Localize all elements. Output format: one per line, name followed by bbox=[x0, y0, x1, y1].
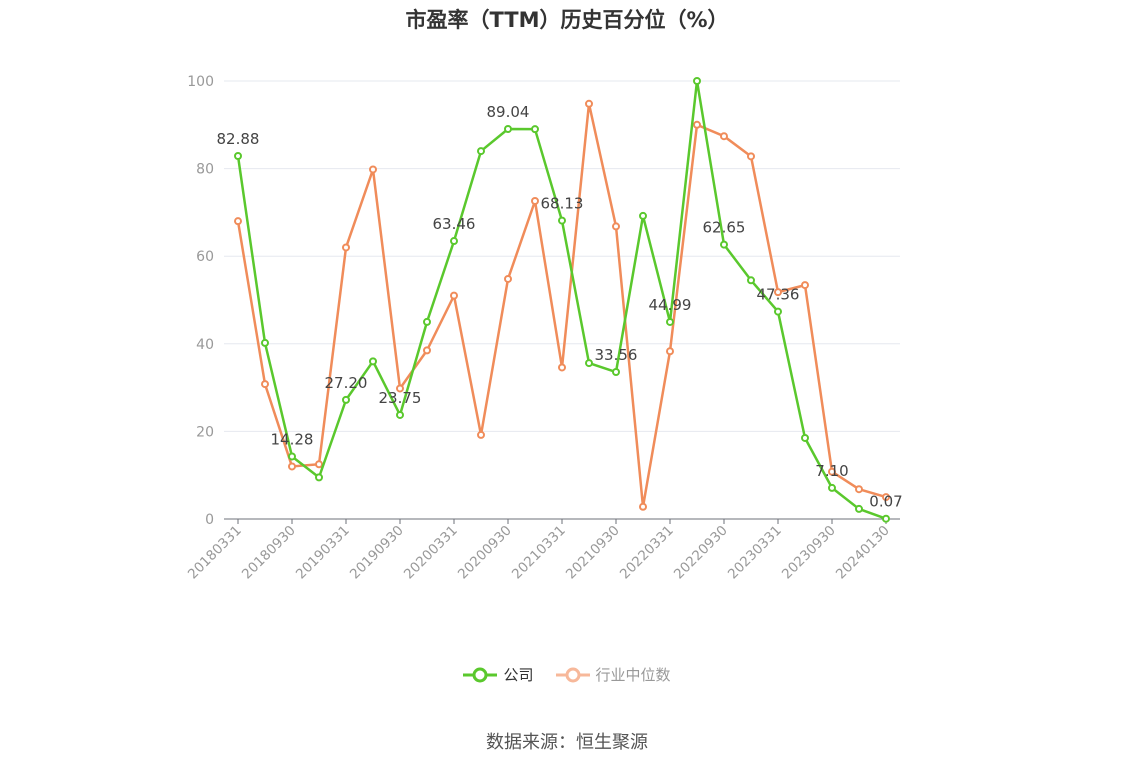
data-label-7: 33.56 bbox=[595, 346, 638, 364]
industry-point-14 bbox=[612, 222, 620, 231]
legend-label-industry: 行业中位数 bbox=[595, 666, 671, 684]
industry-point-1 bbox=[261, 380, 269, 389]
company-point-11 bbox=[531, 125, 539, 134]
y-tick-label-60: 60 bbox=[196, 249, 214, 265]
company-point-12 bbox=[558, 216, 566, 225]
data-label-6: 68.13 bbox=[541, 195, 584, 213]
legend-item-company[interactable]: 公司 bbox=[463, 664, 534, 685]
company-point-20 bbox=[774, 307, 782, 316]
company-point-19 bbox=[747, 276, 755, 285]
industry-point-11 bbox=[531, 197, 539, 206]
legend-item-industry[interactable]: 行业中位数 bbox=[555, 664, 671, 685]
x-tick-label-5: 20200930 bbox=[455, 523, 515, 583]
x-tick-label-12: 20240130 bbox=[833, 523, 893, 583]
x-axis: 2018033120180930201903312019093020200331… bbox=[185, 518, 900, 583]
grid-lines bbox=[224, 80, 900, 432]
company-point-16 bbox=[666, 317, 674, 326]
x-tick-label-9: 20220930 bbox=[671, 523, 731, 583]
company-point-8 bbox=[450, 237, 458, 246]
y-tick-label-40: 40 bbox=[196, 337, 214, 353]
company-point-13 bbox=[585, 359, 593, 368]
x-tick-label-4: 20200331 bbox=[401, 523, 461, 583]
y-tick-label-80: 80 bbox=[196, 162, 214, 178]
x-tick-label-2: 20190331 bbox=[293, 523, 353, 583]
company-point-22 bbox=[828, 483, 836, 492]
industry-point-19 bbox=[747, 152, 755, 161]
industry-point-6 bbox=[396, 384, 404, 393]
company-point-0 bbox=[234, 151, 242, 160]
legend: 公司 行业中位数 bbox=[0, 664, 1134, 685]
source-note: 数据来源：恒生聚源 bbox=[486, 732, 648, 753]
company-point-17 bbox=[693, 77, 701, 85]
y-tick-label-20: 20 bbox=[196, 424, 214, 440]
industry-point-4 bbox=[342, 243, 350, 252]
company-point-23 bbox=[855, 504, 863, 513]
industry-point-9 bbox=[477, 430, 485, 439]
x-tick-label-6: 20210331 bbox=[509, 523, 569, 583]
legend-label-company: 公司 bbox=[503, 666, 534, 684]
company-point-2 bbox=[288, 452, 296, 461]
industry-point-18 bbox=[720, 132, 728, 141]
industry-point-0 bbox=[234, 217, 242, 226]
industry-point-20 bbox=[774, 288, 782, 297]
y-tick-label-100: 100 bbox=[187, 74, 214, 90]
data-label-4: 63.46 bbox=[433, 215, 476, 233]
data-label-1: 14.28 bbox=[271, 430, 314, 448]
company-point-14 bbox=[612, 368, 620, 377]
data-label-3: 23.75 bbox=[379, 389, 422, 407]
data-label-5: 89.04 bbox=[487, 103, 530, 121]
company-point-6 bbox=[396, 410, 404, 419]
data-label-11: 7.10 bbox=[815, 462, 848, 480]
company-point-10 bbox=[504, 125, 512, 134]
x-tick-label-7: 20210930 bbox=[563, 523, 623, 583]
y-tick-label-0: 0 bbox=[205, 512, 214, 528]
company-point-9 bbox=[477, 147, 485, 156]
company-point-4 bbox=[342, 395, 350, 404]
industry-point-8 bbox=[450, 291, 458, 300]
data-label-10: 47.36 bbox=[757, 286, 800, 304]
x-tick-label-8: 20220331 bbox=[617, 523, 677, 583]
data-label-9: 62.65 bbox=[703, 219, 746, 237]
industry-point-22 bbox=[828, 467, 836, 476]
data-labels: 82.88 14.28 27.20 23.75 63.46 89.04 68.13 33.56… bbox=[217, 103, 903, 511]
industry-point-16 bbox=[666, 347, 674, 356]
company-point-7 bbox=[423, 317, 431, 326]
industry-point-10 bbox=[504, 274, 512, 283]
series-industry bbox=[234, 99, 890, 511]
industry-line bbox=[236, 102, 887, 508]
legend-marker-company bbox=[463, 667, 498, 682]
industry-point-12 bbox=[558, 363, 566, 372]
industry-point-17 bbox=[693, 120, 701, 129]
industry-point-24 bbox=[882, 493, 890, 502]
x-tick-label-11: 20230930 bbox=[779, 523, 839, 583]
series-company bbox=[234, 77, 890, 523]
y-axis-ticks: 0 20 40 60 80 100 bbox=[187, 74, 214, 528]
x-tick-label-1: 20180930 bbox=[239, 523, 299, 583]
industry-point-21 bbox=[801, 281, 809, 290]
company-point-5 bbox=[369, 357, 377, 366]
data-label-12: 0.07 bbox=[869, 493, 902, 511]
industry-point-7 bbox=[423, 346, 431, 355]
industry-point-3 bbox=[315, 460, 323, 469]
legend-marker-industry bbox=[555, 667, 590, 682]
company-point-3 bbox=[315, 473, 323, 482]
chart-title: 市盈率（TTM）历史百分位（%） bbox=[405, 8, 729, 32]
data-label-0: 82.88 bbox=[217, 130, 260, 148]
data-label-2: 27.20 bbox=[325, 374, 368, 392]
company-point-1 bbox=[261, 338, 269, 347]
data-label-8: 44.99 bbox=[649, 296, 692, 314]
company-point-21 bbox=[801, 433, 809, 442]
industry-point-5 bbox=[369, 165, 377, 174]
x-tick-label-3: 20190930 bbox=[347, 523, 407, 583]
industry-point-15 bbox=[639, 502, 647, 511]
industry-point-23 bbox=[855, 485, 863, 494]
industry-point-2 bbox=[288, 462, 296, 471]
industry-point-13 bbox=[585, 99, 593, 108]
x-tick-label-10: 20230331 bbox=[725, 523, 785, 583]
company-point-18 bbox=[720, 240, 728, 249]
company-point-15 bbox=[639, 211, 647, 220]
x-tick-label-0: 20180331 bbox=[185, 523, 245, 583]
company-point-24 bbox=[882, 514, 890, 523]
